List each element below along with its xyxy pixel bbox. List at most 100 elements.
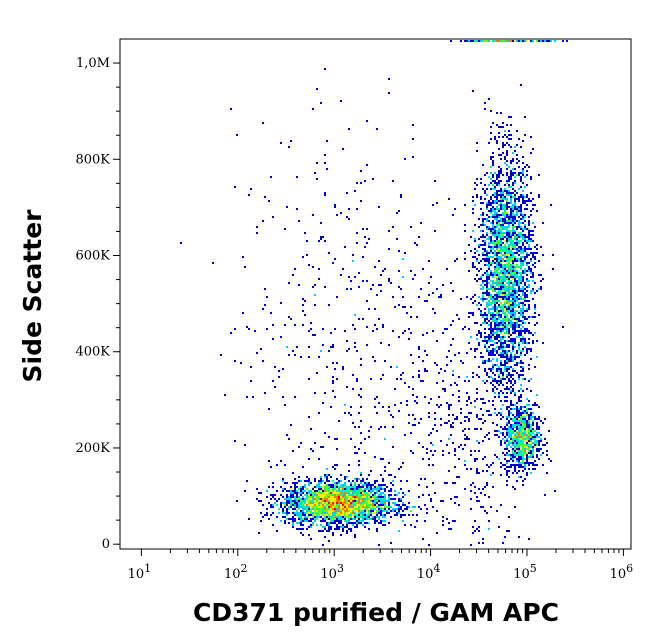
event-dot: [454, 450, 456, 452]
event-dot: [502, 334, 504, 336]
event-dot: [476, 250, 478, 252]
event-dot: [510, 216, 512, 218]
event-dot: [310, 526, 312, 528]
event-dot: [518, 452, 520, 454]
event-dot: [498, 242, 500, 244]
event-dot: [508, 190, 510, 192]
event-dot: [502, 374, 504, 376]
event-dot: [500, 292, 502, 294]
event-dot: [324, 432, 326, 434]
event-dot: [346, 192, 348, 194]
event-dot: [498, 340, 500, 342]
event-dot: [498, 180, 500, 182]
event-dot: [372, 484, 374, 486]
event-dot: [320, 530, 322, 532]
event-dot: [498, 370, 500, 372]
event-dot: [478, 270, 480, 272]
event-dot: [360, 388, 362, 390]
event-dot: [320, 506, 322, 508]
event-dot: [516, 322, 518, 324]
event-dot: [476, 496, 478, 498]
event-dot: [488, 264, 490, 266]
event-dot: [312, 488, 314, 490]
event-dot: [296, 506, 298, 508]
event-dot: [526, 438, 528, 440]
event-dot: [520, 288, 522, 290]
event-dot: [494, 314, 496, 316]
event-dot: [528, 332, 530, 334]
event-dot: [266, 496, 268, 498]
event-dot: [308, 516, 310, 518]
event-dot: [308, 482, 310, 484]
event-dot: [440, 500, 442, 502]
event-dot: [498, 232, 500, 234]
event-dot: [480, 288, 482, 290]
event-dot: [506, 164, 508, 166]
event-dot: [518, 430, 520, 432]
event-dot: [284, 228, 286, 230]
event-dot: [508, 328, 510, 330]
event-dot: [424, 504, 426, 506]
event-dot: [496, 224, 498, 226]
event-dot: [500, 194, 502, 196]
event-dot: [384, 508, 386, 510]
event-dot: [510, 280, 512, 282]
event-dot: [518, 334, 520, 336]
event-dot: [444, 482, 446, 484]
event-dot: [506, 198, 508, 200]
event-dot: [486, 282, 488, 284]
event-dot: [526, 412, 528, 414]
event-dot: [382, 510, 384, 512]
event-dot: [402, 514, 404, 516]
event-dot: [296, 486, 298, 488]
event-dot: [490, 340, 492, 342]
event-dot: [528, 538, 530, 540]
event-dot: [308, 484, 310, 486]
event-dot: [494, 306, 496, 308]
event-dot: [504, 268, 506, 270]
event-dot: [514, 488, 516, 490]
event-dot: [396, 212, 398, 214]
event-dot: [482, 288, 484, 290]
event-dot: [534, 460, 536, 462]
event-dot: [434, 450, 436, 452]
event-dot: [534, 262, 536, 264]
event-dot: [528, 230, 530, 232]
event-dot: [360, 502, 362, 504]
event-dot: [508, 344, 510, 346]
event-dot: [354, 488, 356, 490]
event-dot: [292, 450, 294, 452]
event-dot: [376, 492, 378, 494]
event-dot: [512, 338, 514, 340]
event-dot: [506, 286, 508, 288]
event-dot: [306, 494, 308, 496]
event-dot: [516, 228, 518, 230]
event-dot: [514, 346, 516, 348]
event-dot: [508, 268, 510, 270]
event-dot: [514, 452, 516, 454]
event-dot: [488, 282, 490, 284]
event-dot: [532, 208, 534, 210]
event-dot: [490, 132, 492, 134]
event-dot: [498, 222, 500, 224]
event-dot: [410, 306, 412, 308]
event-dot: [278, 498, 280, 500]
event-dot: [326, 496, 328, 498]
event-dot: [524, 328, 526, 330]
event-dot: [496, 236, 498, 238]
event-dot: [400, 378, 402, 380]
event-dot: [516, 320, 518, 322]
event-dot: [516, 460, 518, 462]
event-dot: [326, 522, 328, 524]
event-dot: [452, 374, 454, 376]
event-dot: [328, 510, 330, 512]
event-dot: [292, 350, 294, 352]
event-dot: [432, 428, 434, 430]
event-dot: [310, 492, 312, 494]
event-dot: [496, 142, 498, 144]
event-dot: [294, 478, 296, 480]
event-dot: [522, 200, 524, 202]
event-dot: [370, 496, 372, 498]
event-dot: [256, 232, 258, 234]
event-dot: [302, 298, 304, 300]
